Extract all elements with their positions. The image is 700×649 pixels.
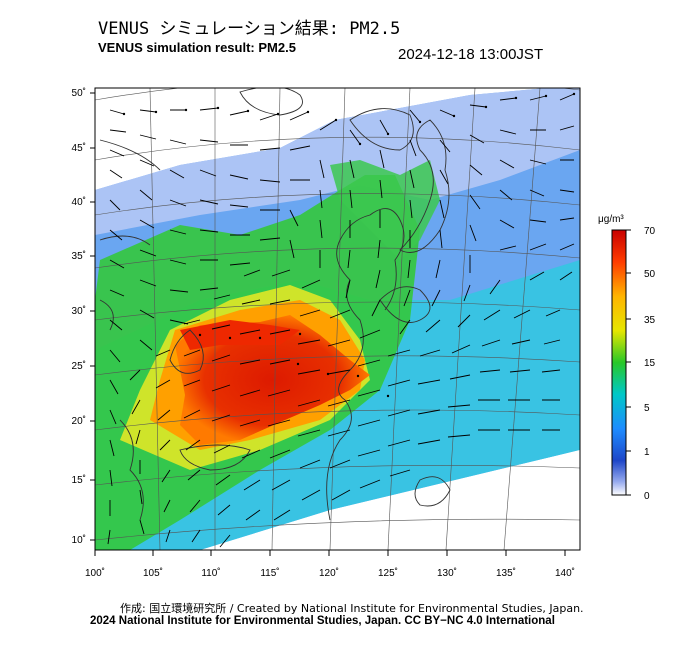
lon-tick-105: 105˚: [143, 567, 163, 579]
lon-tick-115: 115˚: [260, 567, 279, 579]
lat-tick-20: 20˚: [72, 415, 86, 427]
colorbar-label-5: 5: [644, 403, 650, 414]
lon-tick-125: 125˚: [378, 567, 398, 579]
lat-tick-15: 15˚: [72, 474, 86, 486]
colorbar: μg/m³ 70 50 35 15 5 1 0: [598, 214, 656, 502]
lat-axis: 50˚ 45˚ 40˚ 35˚ 30˚ 25˚ 20˚ 15˚ 10˚: [72, 87, 95, 546]
credit-line: 作成: 国立環境研究所 / Created by National Instit…: [120, 602, 584, 615]
title-english: VENUS simulation result: PM2.5: [98, 40, 296, 55]
lon-tick-140: 140˚: [555, 567, 575, 579]
lat-tick-45: 45˚: [72, 142, 86, 154]
lat-tick-30: 30˚: [72, 305, 86, 317]
colorbar-label-0: 0: [644, 491, 650, 502]
lon-tick-130: 130˚: [437, 567, 457, 579]
map-frame: [94, 87, 581, 551]
lon-tick-120: 120˚: [319, 567, 339, 579]
title-japanese: VENUS シミュレーション結果: PM2.5: [98, 19, 401, 39]
lon-tick-110: 110˚: [201, 567, 220, 579]
high-concentration-zone: [175, 315, 370, 445]
colorbar-label-50: 50: [644, 269, 656, 280]
lat-tick-10: 10˚: [72, 534, 86, 546]
wind-vector-heads: [122, 92, 576, 398]
lat-tick-50: 50˚: [72, 87, 86, 99]
map-area: [95, 88, 580, 550]
copyright-line: 2024 National Institute for Environmenta…: [90, 615, 555, 627]
wind-vectors: [107, 93, 575, 548]
colorbar-label-15: 15: [644, 358, 656, 369]
lat-tick-25: 25˚: [72, 360, 86, 372]
colorbar-label-70: 70: [644, 226, 656, 237]
colorbar-label-35: 35: [644, 315, 656, 326]
colorbar-label-1: 1: [644, 447, 650, 458]
lat-tick-40: 40˚: [72, 196, 86, 208]
colorbar-scale: [611, 229, 627, 496]
lon-axis: 100˚ 105˚ 110˚ 115˚ 120˚ 125˚ 130˚ 135˚ …: [85, 550, 575, 579]
graticule: [95, 88, 580, 550]
colorbar-unit: μg/m³: [598, 214, 624, 225]
lon-tick-100: 100˚: [85, 567, 105, 579]
coastline: [99, 88, 451, 521]
timestamp: 2024-12-18 13:00JST: [398, 46, 544, 63]
lat-tick-35: 35˚: [72, 250, 86, 262]
lon-tick-135: 135˚: [496, 567, 516, 579]
